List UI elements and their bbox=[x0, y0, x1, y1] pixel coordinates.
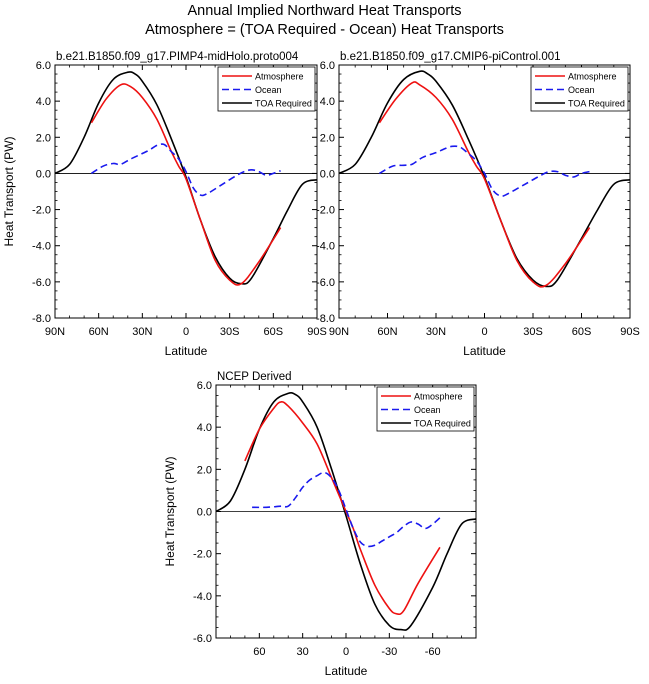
y-tick-label: -6.0 bbox=[316, 277, 335, 289]
y-tick-label: -2.0 bbox=[32, 205, 51, 217]
y-tick-label: -8.0 bbox=[32, 313, 51, 325]
y-tick-label: -4.0 bbox=[32, 241, 51, 253]
legend: Atmosphere Ocean TOA Required bbox=[376, 386, 475, 432]
x-axis-label: Latitude bbox=[325, 664, 368, 678]
y-axis-label: Heat Transport (PW) bbox=[163, 456, 177, 566]
y-tick-label: -2.0 bbox=[193, 549, 212, 561]
legend-ocean-label: Ocean bbox=[255, 85, 282, 95]
x-axis-label: Latitude bbox=[463, 344, 506, 358]
y-tick-label: 4.0 bbox=[36, 96, 51, 108]
chart-panel-2: b.e21.B1850.f09_g17.CMIP6-piControl.001 6… bbox=[316, 51, 640, 358]
x-tick-label: 30N bbox=[132, 326, 152, 338]
series-ocean bbox=[252, 471, 441, 548]
x-tick-label: 0 bbox=[343, 646, 349, 658]
y-tick-label: 4.0 bbox=[197, 422, 212, 434]
legend: Atmosphere Ocean TOA Required bbox=[530, 66, 629, 112]
y-tick-label: 6.0 bbox=[36, 60, 51, 72]
y-tick-label: 0.0 bbox=[36, 168, 51, 180]
x-tick-label: 0 bbox=[183, 326, 189, 338]
x-tick-label: 60 bbox=[253, 646, 265, 658]
x-tick-label: 90N bbox=[45, 326, 65, 338]
x-tick-label: 90S bbox=[307, 326, 327, 338]
x-tick-label: -60 bbox=[425, 646, 441, 658]
x-tick-label: 90S bbox=[620, 326, 640, 338]
legend-ocean-label: Ocean bbox=[568, 85, 595, 95]
y-tick-label: 2.0 bbox=[320, 132, 335, 144]
x-tick-label: 60N bbox=[377, 326, 397, 338]
legend-atmosphere-label: Atmosphere bbox=[414, 392, 463, 402]
legend-toa-label: TOA Required bbox=[414, 419, 471, 429]
series-atmosphere bbox=[244, 401, 441, 616]
legend-toa-label: TOA Required bbox=[255, 99, 312, 109]
x-tick-label: 30N bbox=[426, 326, 446, 338]
chart-panel-1: b.e21.B1850.f09_g17.PIMP4-midHolo.proto0… bbox=[2, 51, 327, 358]
x-axis-label: Latitude bbox=[165, 344, 208, 358]
chart-panel-3: NCEP Derived 6.0 4.0 2.0 0.0 -2.0 -4.0 -6.0 60 30… bbox=[163, 371, 477, 678]
figure-title: Annual Implied Northward Heat Transports bbox=[187, 3, 462, 19]
legend-toa-label: TOA Required bbox=[568, 99, 625, 109]
series-atmosphere bbox=[378, 81, 591, 288]
y-tick-label: 6.0 bbox=[320, 60, 335, 72]
figure-subtitle: Atmosphere = (TOA Required - Ocean) Heat… bbox=[145, 22, 504, 38]
chart-title: b.e21.B1850.f09_g17.CMIP6-piControl.001 bbox=[340, 51, 561, 63]
legend-atmosphere-label: Atmosphere bbox=[255, 72, 304, 82]
chart-title: b.e21.B1850.f09_g17.PIMP4-midHolo.proto0… bbox=[56, 51, 299, 63]
x-tick-label: 60S bbox=[264, 326, 284, 338]
x-tick-label: 60S bbox=[572, 326, 592, 338]
y-tick-label: -2.0 bbox=[316, 205, 335, 217]
x-tick-label: 90N bbox=[329, 326, 349, 338]
y-tick-label: -6.0 bbox=[193, 633, 212, 645]
x-tick-label: 30 bbox=[297, 646, 309, 658]
y-tick-label: -8.0 bbox=[316, 313, 335, 325]
legend-ocean-label: Ocean bbox=[414, 405, 441, 415]
y-axis-label: Heat Transport (PW) bbox=[2, 136, 16, 246]
y-tick-label: 2.0 bbox=[36, 132, 51, 144]
y-tick-label: 6.0 bbox=[197, 380, 212, 392]
y-tick-label: 2.0 bbox=[197, 464, 212, 476]
series-atmosphere bbox=[90, 83, 282, 286]
y-tick-label: 4.0 bbox=[320, 96, 335, 108]
x-tick-label: 30S bbox=[523, 326, 543, 338]
y-tick-label: -4.0 bbox=[193, 591, 212, 603]
chart-title: NCEP Derived bbox=[217, 371, 292, 383]
series-ocean bbox=[90, 143, 281, 197]
legend-atmosphere-label: Atmosphere bbox=[568, 72, 617, 82]
x-tick-label: -30 bbox=[381, 646, 397, 658]
series-ocean bbox=[379, 145, 590, 197]
y-tick-label: -6.0 bbox=[32, 277, 51, 289]
y-tick-label: 0.0 bbox=[197, 507, 212, 519]
y-tick-label: -4.0 bbox=[316, 241, 335, 253]
x-tick-label: 30S bbox=[220, 326, 240, 338]
legend: Atmosphere Ocean TOA Required bbox=[217, 66, 316, 112]
x-tick-label: 60N bbox=[89, 326, 109, 338]
y-tick-label: 0.0 bbox=[320, 168, 335, 180]
x-tick-label: 0 bbox=[481, 326, 487, 338]
